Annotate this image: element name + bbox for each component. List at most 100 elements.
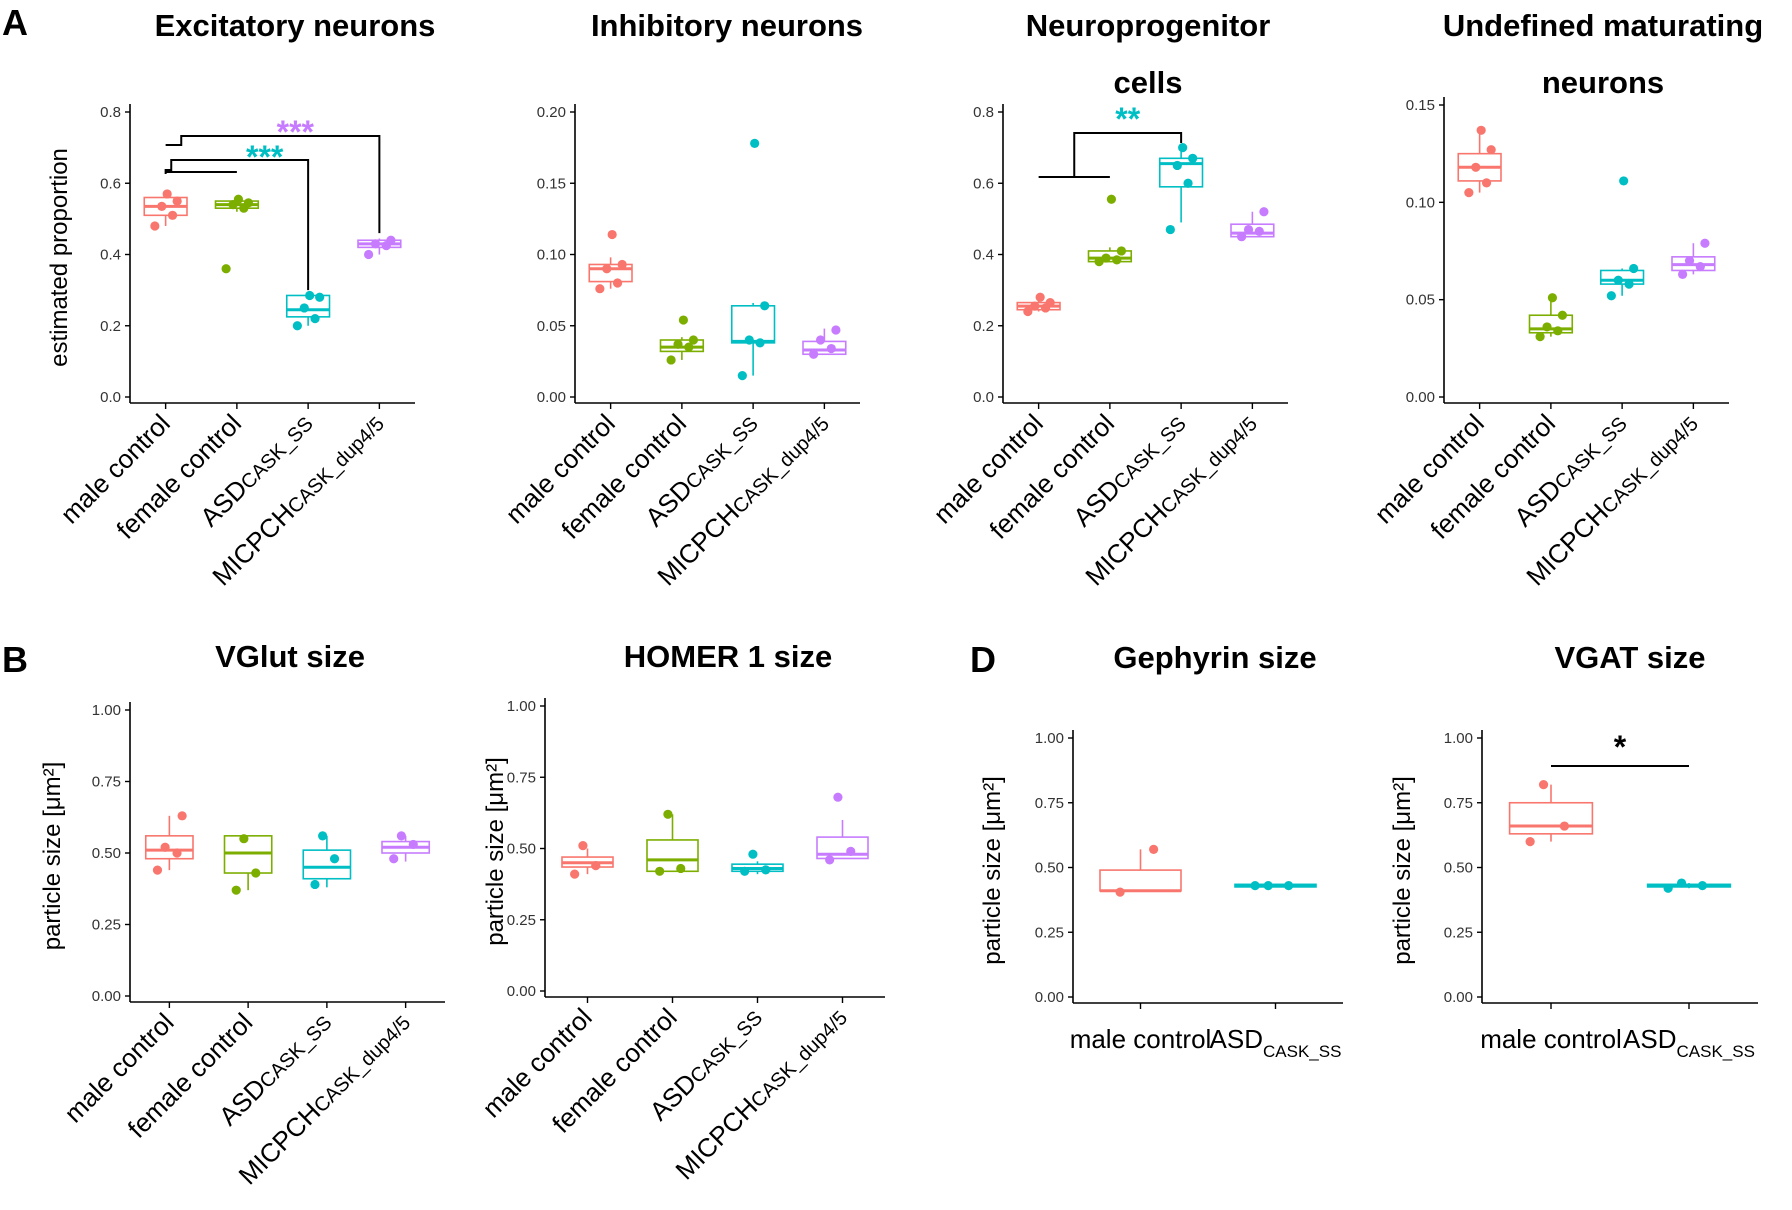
chart-und: Undefined maturating neurons 0.00 0.05 0.10 0… (1369, 8, 1764, 591)
data-point (655, 866, 665, 876)
data-point (370, 239, 381, 249)
y-tick-label: 1.00 (92, 702, 121, 719)
y-tick-label: 1.00 (507, 698, 536, 715)
y-tick-label: 0.05 (1406, 292, 1435, 309)
data-point (305, 290, 315, 301)
significance-label: * (1614, 729, 1627, 765)
chart-gephyrin: Gephyrin size 0.00 0.25 0.50 0.75 1.00 particl… (979, 640, 1343, 1061)
y-tick-label: 0.4 (100, 247, 121, 264)
data-point (1188, 153, 1198, 163)
data-point (607, 229, 617, 240)
box-3 (816, 836, 869, 860)
chart-vgat: VGAT size 0.00 0.25 0.50 0.75 1.00 particle si… (1389, 640, 1758, 1061)
data-point (663, 809, 673, 819)
chart-exc: Excitatory neurons 0.0 0.2 0.4 0.6 0.8 estimat… (46, 8, 435, 591)
data-point (666, 355, 676, 365)
data-point (1284, 881, 1294, 891)
y-tick-label: 0.25 (92, 917, 121, 934)
data-point (315, 292, 325, 302)
data-point (1678, 269, 1688, 279)
data-point (1486, 145, 1496, 155)
significance-bracket (1073, 132, 1183, 177)
data-point (1030, 301, 1040, 311)
y-tick-label: 0.00 (537, 389, 566, 406)
significance-label: *** (246, 139, 284, 175)
data-point (364, 249, 374, 260)
data-point (1045, 297, 1055, 308)
y-tick-label: 0.25 (1035, 924, 1064, 941)
chart-title: Gephyrin size (1113, 640, 1316, 675)
data-point (329, 854, 340, 864)
y-tick-label: 0.4 (973, 247, 994, 264)
data-point (396, 831, 406, 841)
data-point (737, 371, 747, 381)
y-tick-label: 0.6 (100, 175, 121, 192)
data-point (1542, 322, 1552, 332)
data-point (612, 278, 623, 288)
chart-title: Excitatory neurons (155, 8, 436, 43)
y-axis-label: estimated proportion (46, 148, 73, 367)
x-category-label: male control (1480, 1024, 1622, 1054)
y-tick-label: 1.00 (1035, 730, 1064, 747)
data-point (160, 842, 170, 852)
data-point (1237, 232, 1247, 242)
y-tick-label: 0.75 (507, 769, 536, 786)
x-category-label: female control (110, 408, 247, 545)
box-3 (1230, 223, 1275, 238)
data-point (846, 846, 856, 856)
data-point (1101, 253, 1111, 263)
data-point (1165, 224, 1175, 235)
data-point (1663, 883, 1673, 893)
data-point (750, 138, 760, 148)
data-point (251, 868, 261, 878)
box-0 (144, 835, 194, 860)
y-tick-label: 0.00 (507, 983, 536, 1000)
data-point (292, 321, 302, 331)
data-point (1259, 207, 1269, 217)
y-tick-label: 0.15 (537, 175, 566, 192)
data-point (1629, 263, 1639, 274)
box-1 (1528, 314, 1574, 334)
significance-label: *** (277, 114, 315, 150)
data-point (1553, 326, 1563, 336)
y-tick-label: 0.50 (92, 845, 121, 862)
chart-title: Inhibitory neurons (591, 8, 863, 43)
data-point (299, 303, 309, 313)
data-point (1115, 887, 1125, 897)
data-point (1263, 881, 1273, 891)
data-point (825, 855, 835, 865)
y-tick-label: 0.15 (1406, 97, 1435, 114)
data-point (310, 879, 320, 890)
data-point (744, 335, 754, 345)
data-point (1106, 194, 1117, 204)
chart-title: Neuroprogenitor (1026, 8, 1271, 43)
data-point (1619, 176, 1629, 186)
y-tick-label: 0.75 (1035, 795, 1064, 812)
data-point (233, 194, 244, 204)
y-tick-label: 0.25 (1444, 924, 1473, 941)
box-2 (1599, 269, 1645, 285)
data-point (1697, 881, 1708, 891)
y-tick-label: 0.00 (1035, 989, 1064, 1006)
data-point (318, 831, 328, 841)
y-tick-label: 0.6 (973, 175, 994, 192)
data-point (1624, 279, 1634, 289)
y-tick-label: 0.2 (100, 318, 121, 335)
data-point (748, 849, 758, 859)
data-point (408, 839, 418, 850)
chart-title: cells (1114, 65, 1183, 100)
data-point (1606, 291, 1616, 301)
box-0 (1508, 801, 1594, 835)
data-point (1613, 275, 1623, 285)
y-tick-label: 0.10 (537, 247, 566, 264)
x-category-label: ASDCASK_SS (1623, 1024, 1755, 1061)
data-point (389, 854, 399, 864)
chart-title: Undefined maturating (1443, 8, 1763, 43)
chart-inh: Inhibitory neurons0.000.050.100.150.20ma… (500, 8, 864, 591)
data-point (833, 792, 843, 802)
y-tick-label: 0.0 (973, 389, 994, 406)
box-1 (646, 839, 699, 873)
y-tick-label: 0.75 (92, 774, 121, 791)
box-2 (1158, 157, 1204, 188)
